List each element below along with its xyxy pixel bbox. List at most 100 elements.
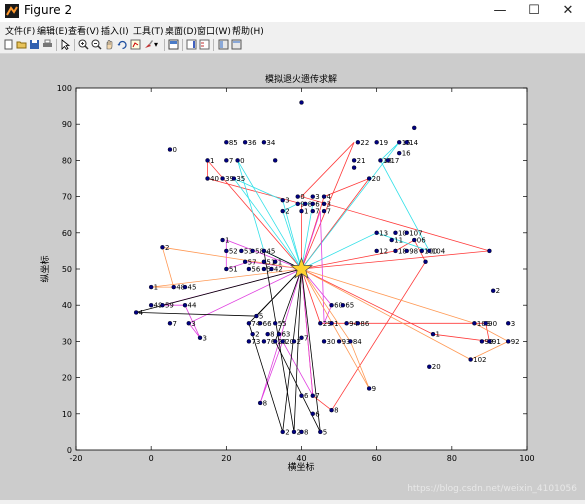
city-label: 3 [511,320,515,328]
dock-icon[interactable] [231,39,242,50]
city-point [393,230,398,236]
x-tick-label: -20 [69,454,82,463]
x-tick-label: 40 [296,454,306,463]
city-label: 2 [255,331,259,339]
city-label: 5 [266,266,270,274]
y-tick-label: 40 [62,301,72,310]
plot-tools-icon[interactable] [218,39,229,50]
city-point [246,339,252,344]
menu-edit[interactable]: 编辑(E) [37,27,68,37]
city-point [397,140,402,145]
colorbar-icon[interactable] [186,39,197,50]
city-point [299,208,304,214]
minimize-button[interactable]: — [493,3,507,18]
scatter-chart[interactable]: 模拟退火遗传求解 横坐标 纵坐标 -20 0 20 40 60 80 10001020304… [0,54,585,500]
menu-view[interactable]: 查看(V) [68,27,100,37]
route-line-red [301,268,490,342]
city-label: 1 [436,331,440,339]
link-plot-icon[interactable] [168,39,179,50]
city-point [299,429,304,435]
print-icon[interactable] [42,39,53,50]
city-point [378,158,383,163]
chart-title: 模拟退火遗传求解 [265,73,337,85]
city-label: 6 [304,392,309,400]
city-label: 7 [229,157,233,165]
save-icon[interactable] [29,39,40,50]
figure-canvas: 模拟退火遗传求解 横坐标 纵坐标 -20 0 20 40 60 80 100 0 10 20 30 4… [0,54,585,500]
city-label: 3 [315,193,319,201]
city-label: 19 [379,139,388,147]
city-label: 1 [210,157,214,165]
city-point [310,393,315,398]
city-label: 36 [248,139,257,147]
city-point [272,259,278,264]
pan-icon[interactable] [104,39,115,50]
city-label: 20 [432,363,441,371]
menu-tools[interactable]: 工具(T) [133,27,164,37]
legend-icon[interactable] [199,39,210,50]
chevron-down-icon[interactable]: ▾ [154,40,159,49]
city-label: 35 [236,175,245,183]
city-point [506,321,511,326]
zoom-in-icon[interactable] [78,39,89,50]
close-button[interactable]: ✕ [562,3,574,18]
city-point [318,321,323,326]
city-label: 98 [409,247,418,255]
menu-insert[interactable]: 插入(I) [101,27,129,37]
city-label: 53 [244,247,253,255]
city-point [224,158,229,163]
city-point [261,339,267,344]
city-point [412,237,417,243]
city-label: 56 [251,266,260,274]
new-figure-icon[interactable] [3,39,14,50]
city-label: 45 [187,284,196,292]
city-label: 51 [229,266,238,274]
maximize-button[interactable]: ☐ [528,3,540,18]
city-point [355,321,361,326]
y-tick-label: 100 [57,84,72,93]
city-point [224,266,229,272]
city-label: 9 [372,385,376,393]
city-point [336,339,342,344]
city-point [310,194,315,199]
zoom-out-icon[interactable] [91,39,102,50]
rotate-3d-icon[interactable] [117,39,128,50]
menu-window[interactable]: 窗口(W) [197,27,231,37]
city-label: 3 [203,334,207,342]
city-label: 57 [248,258,257,266]
city-point [242,140,248,145]
city-point [261,248,267,254]
route-line-black [274,268,321,433]
city-label: 45 [266,247,275,255]
city-point [321,339,327,344]
brush-icon[interactable] [143,39,154,50]
city-point [321,201,327,207]
figure-toolbar: ▾ [0,38,585,54]
edit-plot-icon[interactable] [60,39,71,50]
city-label: 4 [139,309,144,317]
data-cursor-icon[interactable] [130,39,141,50]
city-label: 39 [225,175,234,183]
city-point [404,230,409,236]
city-label: 17 [390,157,399,165]
open-file-icon[interactable] [16,39,27,50]
y-tick-label: 50 [62,265,72,274]
route-line-red [301,177,371,270]
city-point [310,411,315,416]
city-label: 55 [278,320,287,328]
menu-help[interactable]: 帮助(H) [232,27,264,37]
city-point [412,125,417,131]
watermark: https://blog.csdn.net/weixin_4101056 [407,484,577,494]
city-label: 44 [187,302,196,310]
city-label: 94 [349,320,358,328]
city-point [318,429,323,435]
city-label: 92 [511,338,520,346]
y-tick-label: 80 [62,156,72,165]
city-point [374,248,379,254]
menu-desktop[interactable]: 桌面(D) [165,27,197,37]
city-point [182,284,188,290]
matlab-figure-icon [5,4,19,18]
route-line-black [263,250,302,432]
menu-file[interactable]: 文件(F) [5,27,36,37]
city-point [205,158,210,163]
